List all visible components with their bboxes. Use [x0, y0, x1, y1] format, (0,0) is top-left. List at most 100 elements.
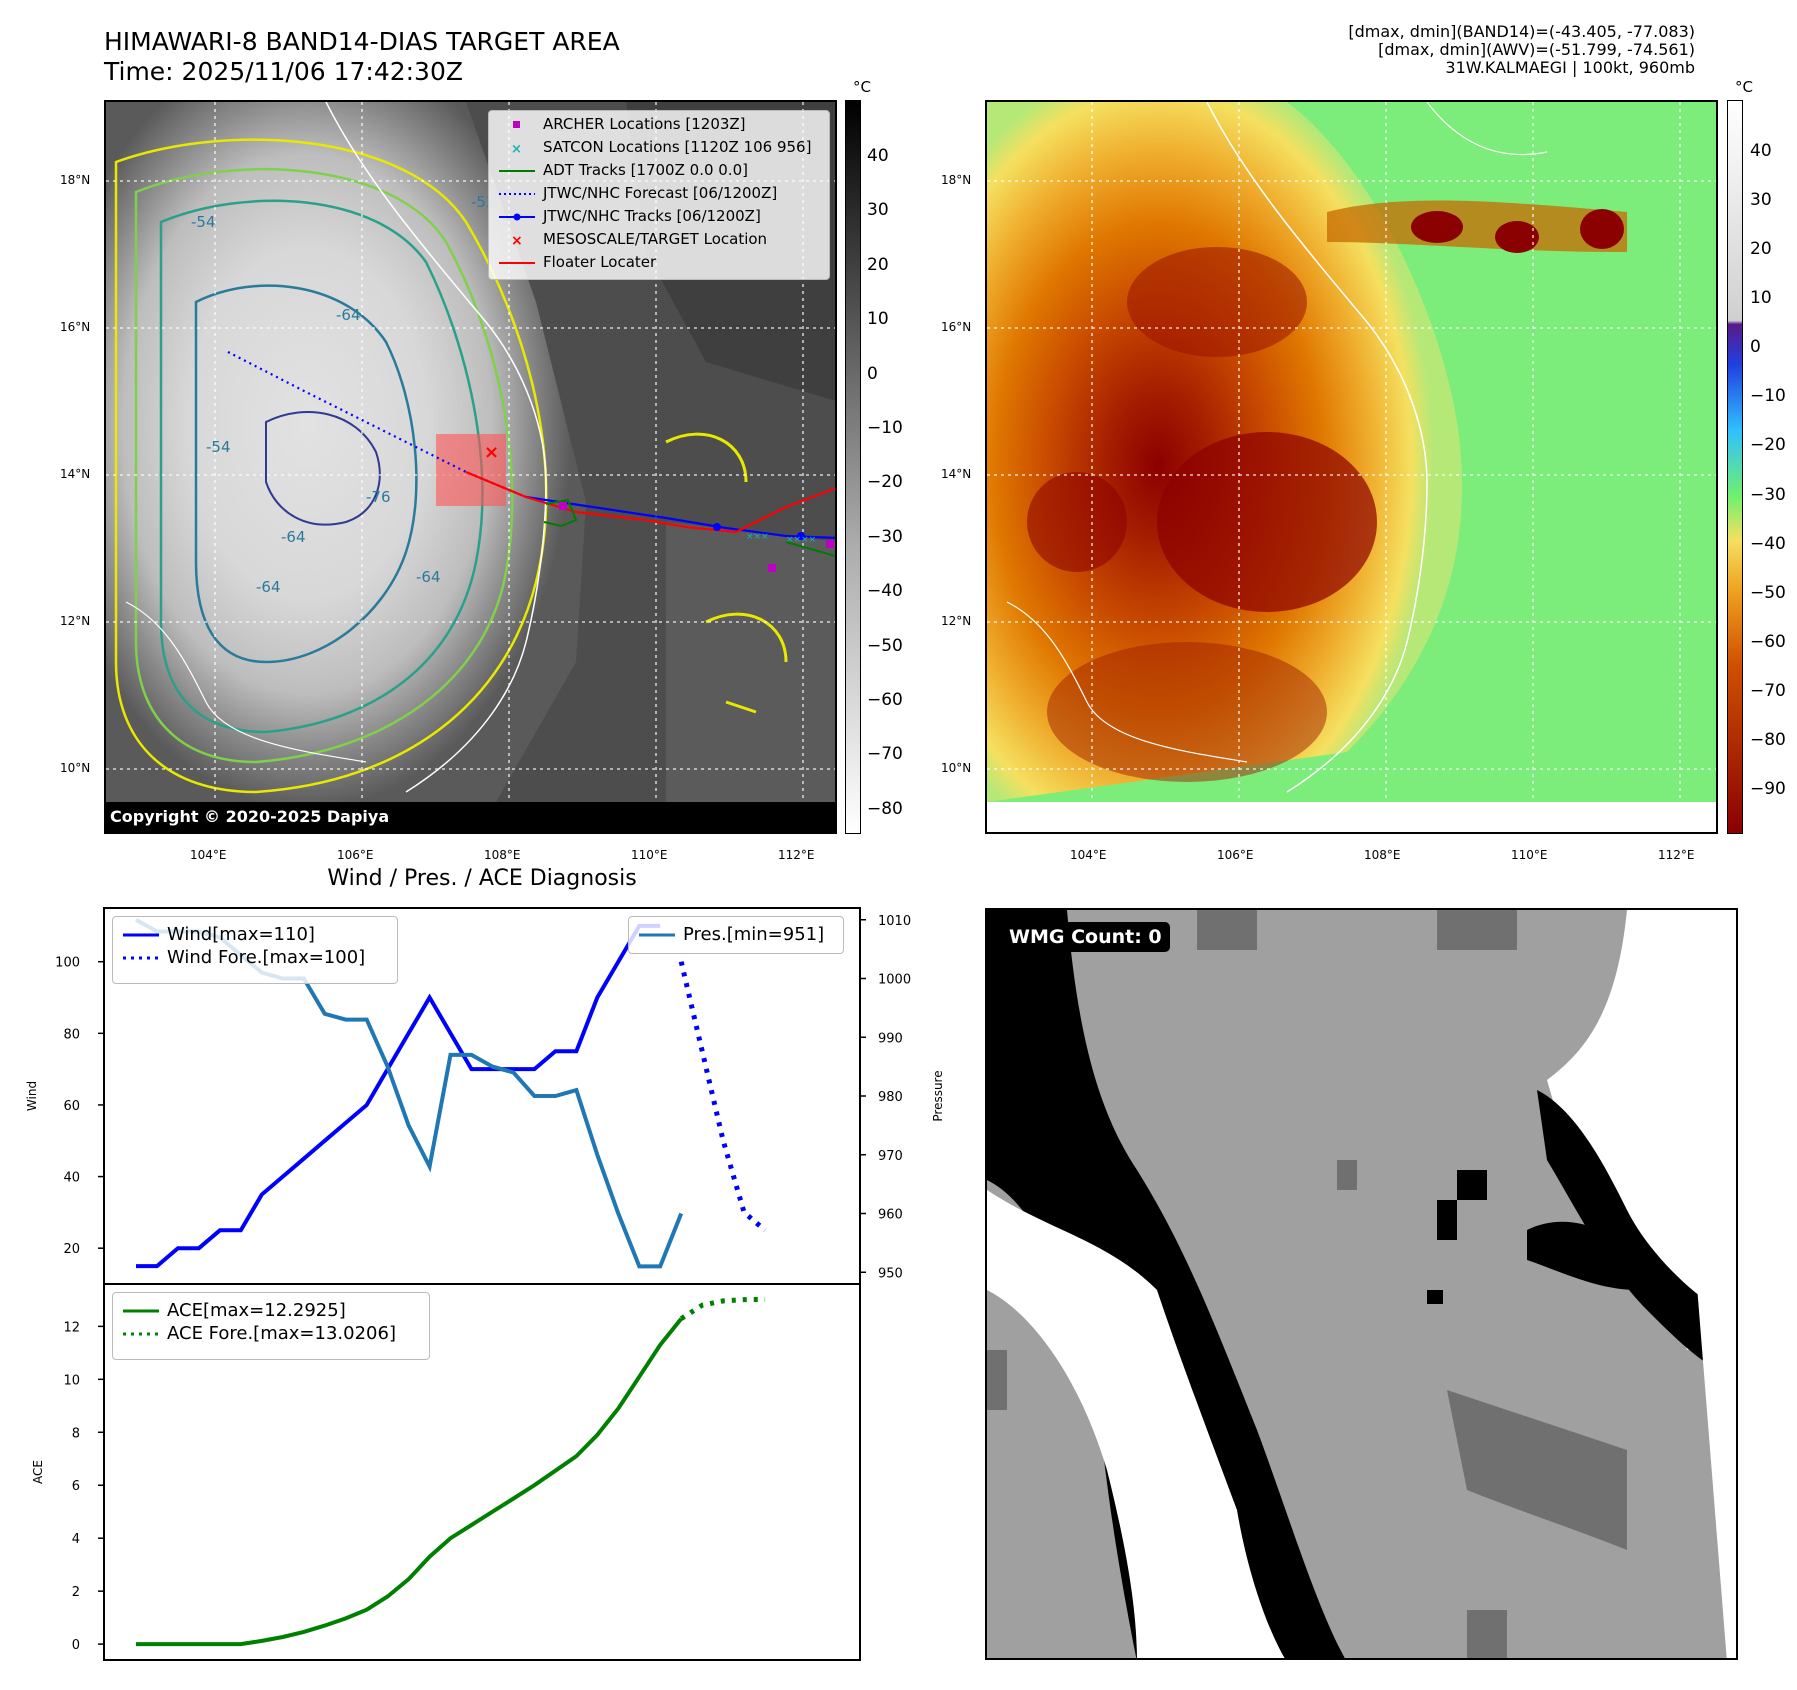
lon-tick: 110°E	[1511, 848, 1548, 862]
contour-label: -76	[366, 488, 391, 506]
lon-tick: 108°E	[484, 848, 521, 862]
wind-forecast-line	[678, 961, 767, 1233]
cb-tick: −40	[867, 581, 903, 601]
contour-label: -54	[191, 213, 216, 231]
cb-tick: −90	[1750, 779, 1786, 799]
cb-tick: 20	[867, 255, 889, 275]
ace-chart: 0 2 4 6 8 10 12 ACE	[31, 1283, 861, 1661]
info-line-2: [dmax, dmin](AWV)=(-51.799, -74.561)	[1378, 40, 1695, 59]
legend-item-tracks: JTWC/NHC Tracks [06/1200Z]	[489, 205, 829, 228]
lon-tick: 112°E	[778, 848, 815, 862]
legend-item-adt: ADT Tracks [1700Z 0.0 0.0]	[499, 161, 748, 179]
legend-item-target: × MESOSCALE/TARGET Location	[511, 230, 768, 249]
legend-item-pressure: Pres.[min=951]	[639, 924, 825, 945]
cb-tick: 20	[1750, 239, 1772, 259]
cb-tick: −10	[867, 418, 903, 438]
color-colorbar	[1727, 100, 1743, 834]
diagnosis-title: Wind / Pres. / ACE Diagnosis	[327, 866, 637, 891]
cb-tick: −60	[1750, 632, 1786, 652]
figure-title: HIMAWARI-8 BAND14-DIAS TARGET AREA Time:…	[104, 27, 620, 87]
ace-legend: ACE[max=12.2925] ACE Fore.[max=13.0206]	[112, 1292, 430, 1360]
ace-chart-frame	[103, 1283, 861, 1661]
ace-ylabel: ACE	[31, 1460, 45, 1484]
cb-tick: −20	[1750, 435, 1786, 455]
lon-tick: 106°E	[1217, 848, 1254, 862]
wind-series-line	[136, 923, 661, 1269]
wind-ylabel: Wind	[25, 1081, 39, 1111]
title-line-2: Time: 2025/11/06 17:42:30Z	[104, 57, 463, 86]
lat-tick: 14°N	[60, 467, 91, 481]
legend-item-wind-forecast: Wind Fore.[max=100]	[123, 947, 366, 968]
cb-tick: −40	[1750, 534, 1786, 554]
floater-track	[465, 470, 835, 534]
svg-text:×: ×	[511, 233, 523, 249]
lat-tick: 14°N	[941, 467, 972, 481]
lon-tick: 108°E	[1364, 848, 1401, 862]
ir-map-panel: × ××× ×××× -54 -52 -64 -64 -54 -76 -64 -6…	[104, 100, 837, 834]
map-legend: ARCHER Locations [1203Z] × SATCON Locati…	[488, 110, 830, 280]
title-line-1: HIMAWARI-8 BAND14-DIAS TARGET AREA	[104, 27, 620, 56]
lat-tick: 10°N	[941, 761, 972, 775]
wind-ytick-label: 40	[63, 1171, 80, 1186]
cb-tick: 0	[867, 364, 878, 384]
lat-tick: 18°N	[941, 173, 972, 187]
cb-tick: −20	[867, 472, 903, 492]
color-ir-map-image	[987, 102, 1716, 832]
lon-tick: 104°E	[190, 848, 227, 862]
pressure-ytick-label: 1010	[878, 914, 911, 929]
pressure-ytick-label: 980	[878, 1090, 903, 1105]
pressure-legend: Pres.[min=951]	[628, 916, 844, 954]
contour-label: -64	[256, 578, 281, 596]
lat-tick: 10°N	[60, 761, 91, 775]
lat-tick: 16°N	[60, 320, 91, 334]
ace-ytick-label: 8	[72, 1426, 80, 1441]
pressure-ytick-label: 1000	[878, 973, 911, 988]
cb-tick: 40	[867, 146, 889, 166]
ace-ytick-label: 12	[63, 1320, 80, 1335]
legend-item-forecast: JTWC/NHC Forecast [06/1200Z]	[499, 184, 778, 202]
cb-tick: 30	[867, 200, 889, 220]
ace-ytick-label: 10	[63, 1373, 80, 1388]
lat-tick: 12°N	[60, 614, 91, 628]
svg-text:×××: ×××	[746, 532, 769, 542]
contour-label: -64	[416, 568, 441, 586]
wmg-image	[987, 910, 1736, 1658]
contour-label: -64	[336, 306, 361, 324]
lon-tick: 106°E	[337, 848, 374, 862]
legend-item-wind: Wind[max=110]	[123, 924, 315, 945]
cb-tick: −30	[1750, 485, 1786, 505]
ace-ytick-label: 4	[72, 1532, 80, 1547]
ace-forecast-line	[679, 1296, 766, 1321]
wind-legend: Wind[max=110] Wind Fore.[max=100]	[112, 916, 398, 984]
cb-tick: 0	[1750, 337, 1761, 357]
lon-tick: 110°E	[631, 848, 668, 862]
cb-tick: 10	[867, 309, 889, 329]
pressure-ytick-label: 970	[878, 1149, 903, 1164]
cb-tick: −70	[1750, 681, 1786, 701]
ace-series-line	[136, 1317, 683, 1647]
pressure-ylabel: Pressure	[931, 1070, 945, 1121]
legend-item-archer: ARCHER Locations [1203Z]	[489, 113, 829, 136]
contour-label: -64	[281, 528, 306, 546]
lat-tick: 18°N	[60, 173, 91, 187]
contour-label: -54	[206, 438, 231, 456]
cb-tick: −70	[867, 744, 903, 764]
legend-item-floater: Floater Locater	[499, 253, 657, 271]
ace-ytick-label: 6	[72, 1479, 80, 1494]
jtwc-track	[525, 495, 835, 539]
wind-ytick-label: 100	[55, 956, 80, 971]
cb-tick: −50	[867, 636, 903, 656]
lat-tick: 12°N	[941, 614, 972, 628]
cb-tick: −80	[1750, 730, 1786, 750]
copyright-banner: Copyright © 2020-2025 Dapiya	[106, 802, 835, 832]
gray-colorbar	[845, 100, 861, 834]
svg-text:×: ×	[511, 142, 522, 157]
storm-info: [dmax, dmin](BAND14)=(-43.405, -77.083) …	[1095, 23, 1695, 77]
gray-colorbar-unit: °C	[853, 78, 871, 96]
legend-item-ace-forecast: ACE Fore.[max=13.0206]	[123, 1323, 396, 1344]
color-ir-map-panel	[985, 100, 1718, 834]
lon-tick: 112°E	[1658, 848, 1695, 862]
lat-tick: 16°N	[941, 320, 972, 334]
cb-tick: 10	[1750, 288, 1772, 308]
